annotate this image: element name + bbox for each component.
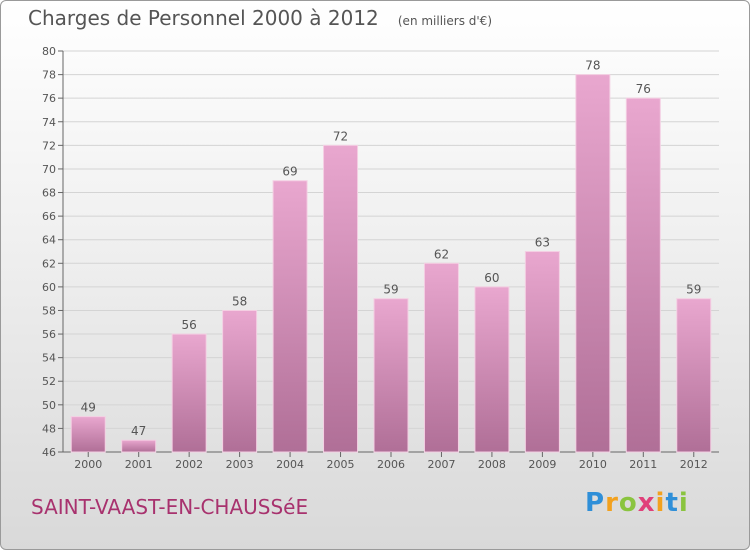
bar — [423, 262, 459, 453]
bars: 49 47 56 58 69 72 59 62 60 63 78 76 59 — [70, 59, 712, 453]
y-tick-label: 68 — [42, 187, 56, 200]
y-tick-label: 78 — [42, 69, 56, 82]
y-tick-label: 74 — [42, 116, 56, 129]
y-tick-label: 60 — [42, 281, 56, 294]
y-tick-label: 70 — [42, 163, 56, 176]
bar — [272, 180, 308, 453]
y-tick-label: 48 — [42, 422, 56, 435]
bar-value-label: 56 — [182, 318, 197, 332]
x-axis-ticks: 2000 2001 2002 2003 2004 2005 2006 2007 2008 2009… — [74, 452, 708, 471]
x-tick-label: 2000 — [74, 458, 102, 471]
bar-value-label: 72 — [333, 129, 348, 143]
y-tick-label: 46 — [42, 446, 56, 459]
bar-value-label: 59 — [686, 283, 701, 297]
bar-value-label: 63 — [535, 236, 550, 250]
x-tick-label: 2004 — [276, 458, 304, 471]
y-tick-label: 80 — [42, 45, 56, 58]
bar — [474, 286, 510, 453]
bar-value-label: 59 — [383, 283, 398, 297]
logo-letter: o — [618, 488, 638, 518]
x-tick-label: 2010 — [579, 458, 607, 471]
x-tick-label: 2001 — [125, 458, 153, 471]
y-tick-label: 56 — [42, 328, 56, 341]
bar-value-label: 47 — [131, 424, 146, 438]
bar — [70, 416, 106, 453]
bar — [625, 97, 661, 453]
bar-value-label: 49 — [81, 401, 96, 415]
x-tick-label: 2007 — [427, 458, 455, 471]
bar — [222, 309, 258, 453]
logo-letter: x — [637, 488, 656, 518]
logo-letter: i — [678, 488, 689, 518]
y-tick-label: 72 — [42, 139, 56, 152]
bar — [676, 298, 712, 453]
x-tick-label: 2006 — [377, 458, 405, 471]
bar — [373, 298, 409, 453]
y-tick-label: 54 — [42, 352, 56, 365]
y-tick-label: 50 — [42, 399, 56, 412]
chart-title: Charges de Personnel 2000 à 2012 — [28, 6, 379, 30]
bar — [575, 74, 611, 453]
bar-value-label: 76 — [636, 82, 651, 96]
x-tick-label: 2002 — [175, 458, 203, 471]
logo-letter: r — [605, 488, 619, 518]
bar-value-label: 69 — [282, 165, 297, 179]
logo-letter: P — [585, 488, 606, 518]
x-tick-label: 2009 — [528, 458, 556, 471]
y-tick-label: 52 — [42, 375, 56, 388]
y-tick-label: 62 — [42, 257, 56, 270]
town-name: SAINT-VAAST-EN-CHAUSSéE — [31, 495, 309, 519]
proxiti-logo: Proxiti — [585, 488, 689, 518]
bar — [323, 144, 359, 453]
y-tick-label: 76 — [42, 92, 56, 105]
x-tick-label: 2003 — [226, 458, 254, 471]
y-tick-label: 66 — [42, 210, 56, 223]
bar-value-label: 78 — [585, 59, 600, 73]
chart-subtitle: (en milliers d'€) — [397, 14, 492, 28]
logo-letter: t — [665, 488, 679, 518]
bar — [171, 333, 207, 453]
x-tick-label: 2011 — [629, 458, 657, 471]
bar-value-label: 62 — [434, 247, 449, 261]
x-tick-label: 2012 — [680, 458, 708, 471]
y-tick-label: 58 — [42, 304, 56, 317]
bar-value-label: 60 — [484, 271, 499, 285]
x-tick-label: 2008 — [478, 458, 506, 471]
x-tick-label: 2005 — [327, 458, 355, 471]
bar — [524, 251, 560, 453]
logo-letter: i — [655, 488, 666, 518]
chart-title-block: Charges de Personnel 2000 à 2012 (en mil… — [28, 6, 492, 30]
bar-value-label: 58 — [232, 294, 247, 308]
bar — [121, 439, 157, 453]
y-tick-label: 64 — [42, 234, 56, 247]
